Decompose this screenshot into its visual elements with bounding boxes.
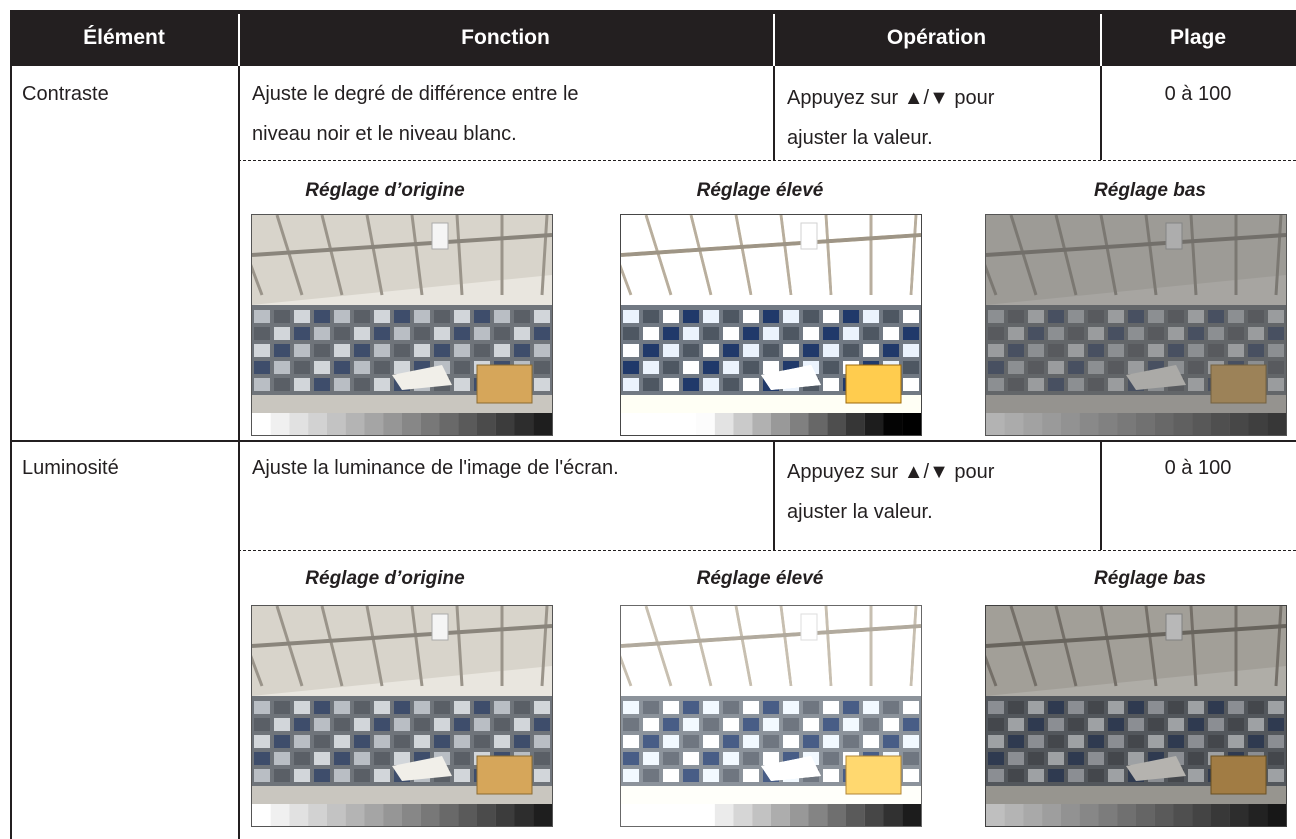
photo-art: [964, 214, 1287, 435]
dashed-line: [238, 160, 1296, 161]
header-bar: [10, 10, 1296, 66]
caption: Réglage d’origine: [305, 568, 465, 589]
photo: [230, 214, 553, 436]
caption: Réglage élevé: [696, 180, 824, 201]
photo-art: [964, 605, 1287, 826]
row-divider: [10, 440, 1296, 442]
header-sep: [238, 14, 240, 66]
photo-art: [599, 214, 922, 435]
header-cell: Opération: [886, 26, 987, 49]
photo-art: [230, 605, 553, 826]
element: Luminosité: [22, 457, 119, 479]
photo: [964, 605, 1287, 827]
photo: [230, 605, 553, 827]
border: [10, 10, 12, 839]
photo: [964, 214, 1287, 436]
operation-line: ajuster la valeur.: [787, 501, 933, 523]
function-line: Ajuste la luminance de l'image de l'écra…: [252, 457, 619, 479]
element: Contraste: [22, 83, 109, 105]
operation-line: ajuster la valeur.: [787, 127, 933, 149]
header-sep: [773, 14, 775, 66]
range: 0 à 100: [1164, 83, 1232, 105]
border: [1100, 440, 1102, 550]
header-cell: Élément: [83, 26, 165, 49]
caption: Réglage bas: [1094, 180, 1206, 201]
header-sep: [1100, 14, 1102, 66]
operation-line: Appuyez sur ▲/▼ pour: [787, 461, 995, 483]
function-line: Ajuste le degré de différence entre le: [252, 83, 579, 105]
operation-line: Appuyez sur ▲/▼ pour: [787, 87, 995, 109]
border: [773, 440, 775, 550]
dashed-line: [238, 550, 1296, 551]
header-cell: Fonction: [461, 26, 550, 49]
photo-art: [599, 605, 922, 826]
function-line: niveau noir et le niveau blanc.: [252, 123, 517, 145]
border: [773, 66, 775, 160]
range: 0 à 100: [1164, 457, 1232, 479]
border: [238, 66, 240, 839]
photo: [599, 605, 922, 827]
border: [1100, 66, 1102, 160]
caption: Réglage d’origine: [305, 180, 465, 201]
header-cell: Plage: [1169, 26, 1227, 49]
photo-art: [230, 214, 553, 435]
caption: Réglage élevé: [696, 568, 824, 589]
photo: [599, 214, 922, 436]
caption: Réglage bas: [1094, 568, 1206, 589]
